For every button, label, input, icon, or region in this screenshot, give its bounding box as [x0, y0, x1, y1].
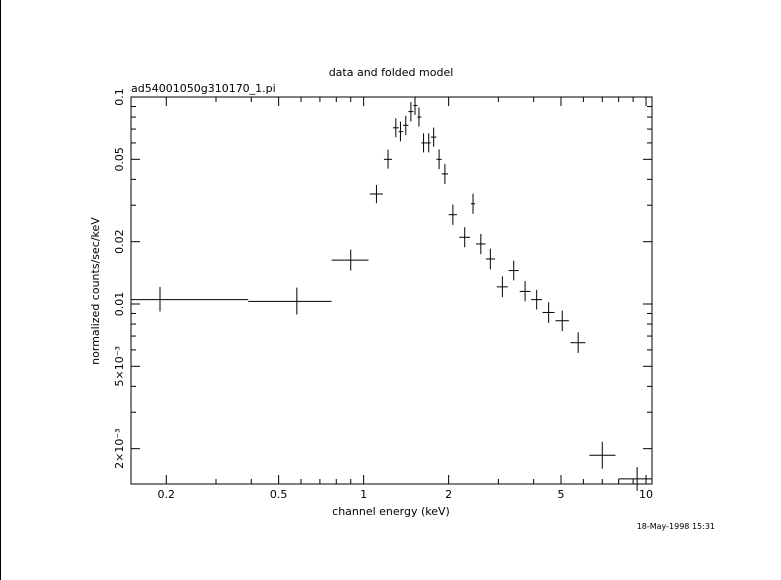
data-point: [531, 289, 542, 310]
x-tick-label: 5: [558, 488, 565, 501]
data-points: [131, 97, 652, 491]
y-tick-label: 0.02: [113, 229, 126, 254]
plot-frame: [130, 96, 653, 485]
data-point: [408, 102, 414, 122]
data-point: [476, 233, 486, 255]
data-point: [403, 115, 409, 136]
data-point: [542, 302, 555, 323]
x-tick-label: 1: [360, 488, 367, 501]
data-point: [430, 127, 437, 147]
y-axis-tick-labels: 2×10⁻³ 5×10⁻³ 0.01 0.02 0.05 0.1: [113, 88, 126, 469]
data-point: [131, 286, 249, 312]
data-point: [383, 149, 392, 169]
data-point: [421, 133, 427, 153]
y-axis-label: normalized counts/sec/keV: [89, 217, 102, 365]
data-point: [471, 193, 476, 214]
data-point: [369, 184, 383, 204]
x-tick-label: 0.2: [158, 488, 176, 501]
y-axis-ticks: [131, 96, 652, 450]
data-point: [331, 249, 369, 271]
y-tick-label: 0.01: [113, 292, 126, 317]
chart-subtitle: ad54001050g310170_1.pi: [131, 82, 276, 95]
x-axis-ticks: [165, 97, 647, 484]
data-point: [398, 121, 404, 142]
data-point: [413, 97, 418, 115]
x-tick-label: 0.5: [270, 488, 288, 501]
x-tick-label: 2: [445, 488, 452, 501]
data-point: [508, 260, 519, 281]
data-point: [417, 107, 422, 127]
data-point: [448, 204, 457, 225]
data-point: [426, 133, 431, 153]
data-point: [570, 332, 586, 353]
y-tick-label: 0.1: [113, 88, 126, 106]
x-axis-tick-labels: 0.2 0.5 1 2 5 10: [158, 488, 653, 501]
chart-title: data and folded model: [329, 66, 454, 79]
data-point: [589, 441, 616, 469]
window-left-border: [0, 0, 1, 580]
data-point: [618, 467, 652, 491]
data-point: [485, 248, 496, 270]
x-axis-label: channel energy (keV): [332, 505, 450, 518]
data-point: [555, 310, 569, 332]
data-point: [519, 281, 531, 302]
y-tick-label: 5×10⁻³: [113, 346, 126, 386]
y-tick-label: 2×10⁻³: [113, 428, 126, 468]
data-point: [248, 287, 332, 315]
data-point: [436, 149, 442, 170]
data-point: [459, 227, 470, 248]
x-tick-label: 10: [639, 488, 653, 501]
timestamp: 18-May-1998 15:31: [637, 522, 715, 531]
data-point: [441, 163, 449, 184]
y-tick-label: 0.05: [113, 147, 126, 172]
data-point: [392, 118, 399, 138]
data-point: [496, 276, 508, 298]
